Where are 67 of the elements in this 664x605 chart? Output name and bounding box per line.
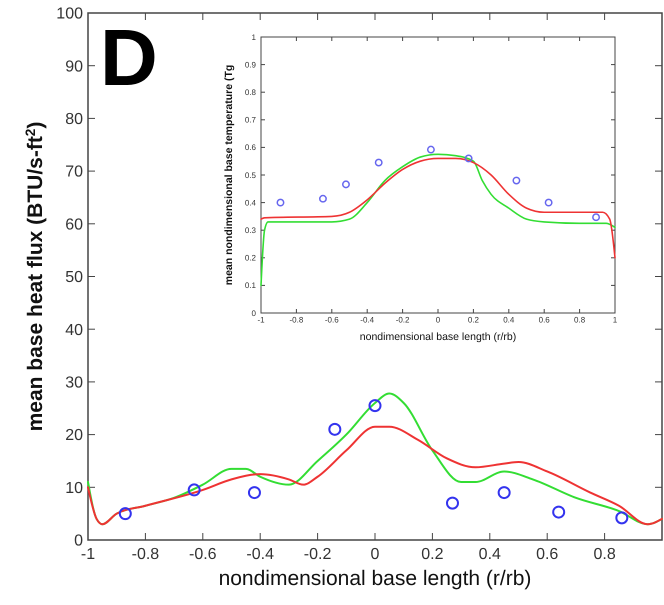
y-tick-label: 0.3: [244, 226, 257, 235]
y-tick-label: 0.1: [244, 281, 257, 290]
y-tick-label: 0.8: [244, 88, 257, 97]
y-tick-label: 0: [252, 308, 257, 318]
x-tick-label: -0.2: [304, 546, 332, 564]
x-tick-label: 0.8: [593, 546, 616, 564]
y-tick-label: 20: [65, 427, 84, 444]
y-tick-label: 80: [65, 111, 84, 128]
y-tick-label: 30: [65, 374, 84, 392]
point: [188, 483, 201, 496]
x-tick-label: -0.4: [246, 546, 274, 564]
point: [328, 422, 342, 436]
point: [374, 158, 383, 167]
y-tick-label: 70: [65, 164, 84, 181]
x-tick-label: 0.4: [503, 316, 515, 325]
y-tick-label: 0.9: [244, 60, 257, 70]
y-tick-label: 0.7: [244, 116, 257, 125]
y-axis-title: mean nondimensional base temperature (Tg: [223, 64, 235, 286]
point: [248, 486, 261, 500]
x-tick-label: -0.4: [360, 316, 375, 325]
x-tick-label: 0.8: [574, 316, 586, 325]
point: [544, 198, 553, 207]
point: [118, 507, 132, 520]
line-series: [87, 426, 663, 526]
point: [342, 180, 350, 188]
x-tick-label: 0: [436, 316, 441, 325]
point: [552, 506, 566, 519]
y-tick-label: 0.4: [244, 198, 257, 208]
x-tick-label: 0.6: [536, 546, 558, 564]
x-tick-label: 1: [612, 316, 618, 325]
point: [615, 511, 628, 524]
y-tick-label: 0.2: [244, 254, 257, 263]
x-axis-title: nondimensional base length (r/rb): [360, 331, 516, 343]
point: [498, 486, 511, 500]
y-tick-label: 0.5: [244, 170, 257, 180]
point: [319, 194, 327, 203]
x-tick-label: -0.2: [396, 316, 410, 325]
point: [592, 213, 600, 222]
point: [512, 176, 520, 184]
x-tick-label: 0: [370, 546, 380, 564]
point: [446, 496, 459, 510]
x-tick-label: -0.8: [132, 546, 160, 564]
y-tick-label: 60: [65, 216, 84, 234]
line-series: [260, 154, 616, 286]
x-tick-label: 0.4: [478, 546, 502, 564]
y-tick-label: 90: [65, 58, 84, 76]
x-axis-title: nondimensional base length (r/rb): [218, 567, 532, 590]
x-tick-label: -0.6: [189, 546, 217, 564]
y-tick-label: 0: [74, 532, 84, 550]
point: [368, 399, 382, 412]
x-tick-label: -0.8: [290, 316, 304, 325]
y-tick-label: 40: [65, 322, 84, 339]
y-tick-label: 10: [65, 480, 84, 497]
annotation: D: [100, 13, 158, 102]
y-tick-label: 50: [65, 269, 84, 286]
x-tick-label: 0.2: [421, 546, 444, 564]
x-tick-label: 0.6: [538, 316, 550, 325]
y-tick-label: 0.6: [244, 143, 257, 152]
point: [426, 146, 435, 154]
y-tick-label: 1: [252, 32, 257, 42]
y-tick-label: 100: [56, 6, 84, 23]
x-tick-label: -1: [80, 546, 96, 564]
point: [276, 198, 284, 207]
point: [464, 154, 473, 162]
x-tick-label: -0.6: [324, 316, 340, 325]
x-tick-label: -1: [257, 316, 266, 325]
x-tick-label: 0.2: [468, 316, 480, 325]
